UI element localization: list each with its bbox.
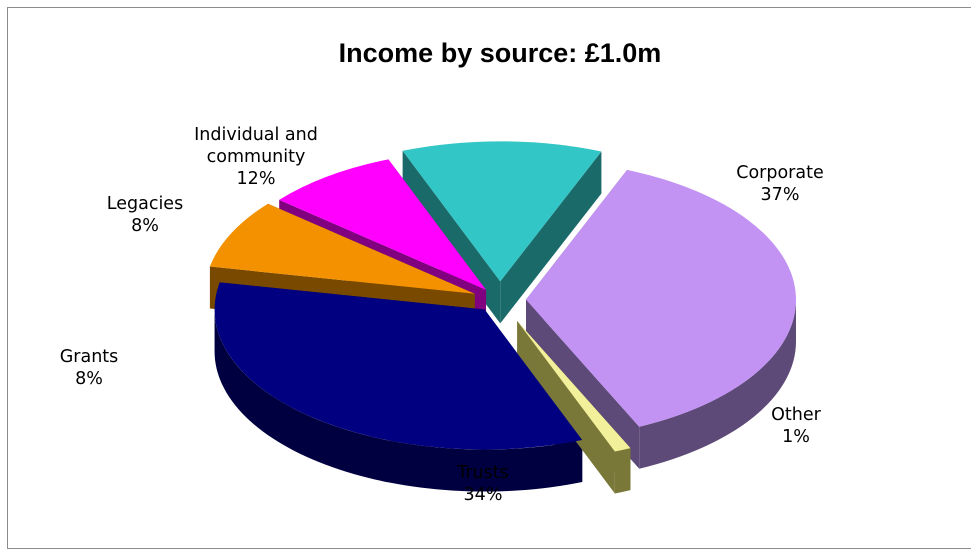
data-label-individual-and-community: Individual and community 12% [194,125,318,189]
label-percent: 34% [464,485,503,505]
data-label-corporate: Corporate 37% [736,163,823,205]
label-percent: 12% [237,169,276,189]
label-percent: 1% [782,427,810,447]
label-name: Trusts [456,463,509,483]
label-name: Individual and [194,125,318,145]
label-percent: 37% [761,185,800,205]
data-label-legacies: Legacies 8% [107,194,183,236]
chart-title: Income by source: £1.0m [339,38,662,68]
label-percent: 8% [131,216,159,236]
label-name: Other [771,405,821,425]
label-name: Legacies [107,194,183,214]
label-name: Grants [60,347,119,367]
label-percent: 8% [75,369,103,389]
data-label-other: Other 1% [771,405,821,447]
pie-chart: Income by source: £1.0m Corporate 37% Othe… [0,0,971,513]
data-label-grants: Grants 8% [60,347,119,389]
label-name: community [207,147,306,167]
label-name: Corporate [736,163,823,183]
